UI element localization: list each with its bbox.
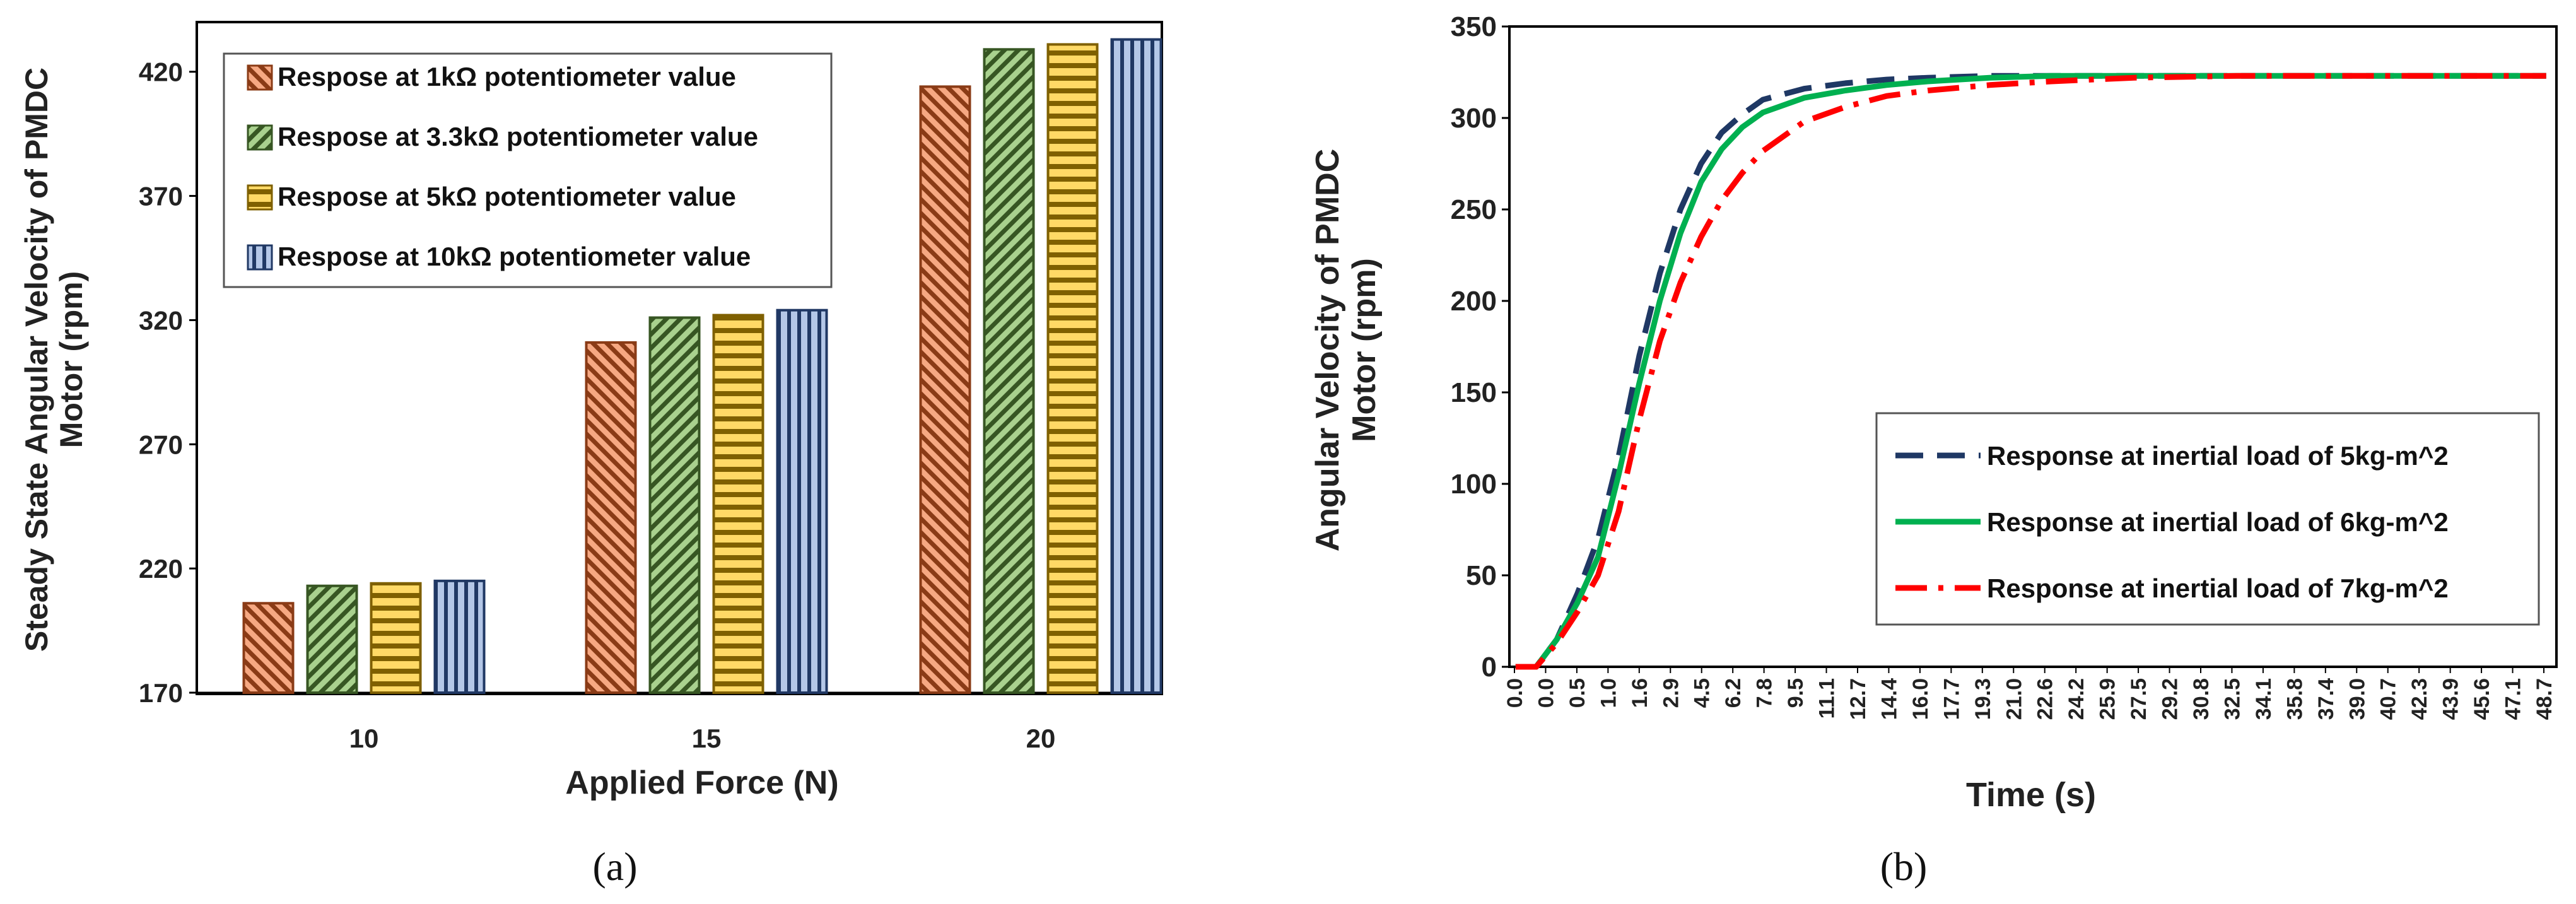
line-x-axis-title: Time (s) [1966, 776, 2096, 814]
line-legend-label: Response at inertial load of 6kg-m^2 [1987, 507, 2449, 537]
line-y-tick-label: 0 [1482, 652, 1497, 683]
bar-s1-20 [919, 85, 971, 694]
line-y-tick-label: 250 [1451, 194, 1497, 225]
line-x-tick-label: 27.5 [2127, 678, 2151, 720]
line-x-tick-label: 12.7 [1846, 678, 1870, 720]
line-x-tick-label: 21.0 [2002, 678, 2026, 720]
bar-s4-10 [433, 579, 486, 694]
line-x-tick-label: 16.0 [1909, 678, 1933, 720]
bar-legend-swatch [247, 124, 273, 151]
line-y-tick-label: 100 [1451, 469, 1497, 500]
bar-x-tick-label: 10 [349, 724, 379, 753]
line-legend-label: Response at inertial load of 7kg-m^2 [1987, 573, 2449, 603]
line-x-tick-label: 39.0 [2345, 678, 2369, 720]
line-x-tick-label: 43.9 [2439, 678, 2463, 720]
line-x-tick-label: 6.2 [1721, 678, 1745, 708]
bar-s1-10 [242, 602, 295, 694]
bar-s3-15 [712, 314, 764, 694]
bar-y-axis-title-line1: Steady State Angular Velocity of PMDC [19, 68, 54, 652]
line-x-tick-label: 14.4 [1877, 678, 1901, 720]
bar-x-tick-label: 20 [1026, 724, 1056, 753]
line-legend: Response at inertial load of 5kg-m^2 Resp… [1875, 412, 2540, 626]
line-x-tick-label: 9.5 [1784, 678, 1808, 708]
bar-s4-15 [776, 308, 828, 694]
bar-s2-10 [306, 584, 358, 694]
line-x-tick-label: 22.6 [2034, 678, 2058, 720]
bar-y-tick-label: 270 [139, 430, 183, 459]
line-x-tick-label: 34.1 [2252, 678, 2276, 720]
line-series-group [1515, 73, 2546, 670]
bar-y-tick-label: 420 [139, 57, 183, 87]
panel-label-a: (a) [592, 844, 637, 889]
bar-s2-20 [983, 48, 1035, 694]
line-x-tick-label: 2.9 [1659, 678, 1683, 708]
bar-legend-box [223, 52, 833, 288]
bar-legend-label: Respose at 5kΩ potentiometer value [278, 182, 736, 211]
line-y-tick-label: 350 [1451, 11, 1497, 42]
bar-legend: Respose at 1kΩ potentiometer value Respos… [223, 52, 833, 288]
line-x-tick-label: 4.5 [1690, 678, 1714, 708]
line-x-axis: 0.0 0.0 0.5 1.0 1.6 2.9 4.5 6.2 7.8 9.5 11.1 12.7 14… [1503, 667, 2556, 720]
line-x-tick-label: 30.8 [2189, 678, 2213, 720]
bar-legend-label: Respose at 3.3kΩ potentiometer value [278, 122, 758, 151]
bar-x-axis-title: Applied Force (N) [565, 765, 838, 801]
line-x-tick-label: 37.4 [2314, 678, 2338, 720]
bar-chart-panel: 170 220 270 320 370 420 10 15 20 Applied Force … [19, 21, 1163, 889]
line-x-tick-label: 0.0 [1534, 678, 1558, 708]
line-y-tick-label: 50 [1466, 560, 1497, 591]
bar-series-group [242, 38, 1162, 695]
bar-y-tick-label: 170 [139, 678, 183, 708]
bar-legend-label: Respose at 1kΩ potentiometer value [278, 62, 736, 91]
line-x-tick-label: 17.7 [1940, 678, 1964, 720]
line-x-tick-label: 32.5 [2220, 678, 2244, 720]
bar-s3-10 [370, 582, 422, 695]
bar-y-axis-title-line2: Motor (rpm) [54, 271, 89, 449]
line-y-tick-label: 300 [1451, 103, 1497, 134]
bar-s1-15 [585, 341, 637, 694]
bar-y-tick-label: 370 [139, 182, 183, 211]
line-series-3 [1515, 73, 2546, 670]
bar-x-tick-label: 15 [692, 724, 722, 753]
line-y-tick-label: 150 [1451, 377, 1497, 408]
line-series-1 [1515, 73, 2546, 670]
bar-y-tick-label: 220 [139, 554, 183, 584]
line-x-tick-label: 0.5 [1566, 678, 1590, 708]
bar-x-axis: 10 15 20 [349, 724, 1056, 753]
line-y-axis-title-line2: Motor (rpm) [1346, 258, 1383, 442]
line-x-tick-label: 29.2 [2158, 678, 2182, 720]
bar-s3-20 [1046, 43, 1099, 694]
line-x-tick-label: 7.8 [1753, 678, 1777, 708]
line-x-tick-label: 1.6 [1628, 678, 1652, 708]
line-x-tick-label: 24.2 [2064, 678, 2088, 720]
bar-s2-15 [648, 316, 701, 695]
line-x-tick-label: 47.1 [2502, 678, 2526, 720]
line-y-axis-title-line1: Angular Velocity of PMDC [1309, 149, 1346, 552]
line-legend-label: Response at inertial load of 5kg-m^2 [1987, 441, 2449, 471]
line-x-tick-label: 40.7 [2377, 678, 2401, 720]
line-x-tick-label: 35.8 [2283, 678, 2307, 720]
line-x-tick-label: 19.3 [1971, 678, 1995, 720]
line-x-tick-label: 48.7 [2532, 678, 2556, 720]
line-legend-box [1875, 412, 2540, 626]
line-x-tick-label: 1.0 [1596, 678, 1620, 708]
line-x-tick-label: 0.0 [1503, 678, 1527, 708]
bar-legend-swatch [247, 244, 273, 271]
bar-legend-swatch [247, 64, 273, 91]
bar-legend-label: Respose at 10kΩ potentiometer value [278, 242, 751, 271]
line-y-axis: 0 50 100 150 200 250 300 350 [1451, 11, 1509, 683]
line-chart-panel: 0 50 100 150 200 250 300 350 0.0 0.0 0.5 1.0 1.6 2.9… [1309, 11, 2558, 889]
line-x-tick-label: 45.6 [2470, 678, 2494, 720]
bar-s4-20 [1110, 38, 1162, 695]
bar-y-tick-label: 320 [139, 305, 183, 335]
line-y-tick-label: 200 [1451, 286, 1497, 317]
line-x-tick-label: 11.1 [1815, 678, 1839, 719]
line-x-tick-label: 25.9 [2096, 678, 2120, 720]
line-x-tick-label: 42.3 [2408, 678, 2432, 720]
bar-legend-swatch [247, 184, 273, 211]
panel-label-b: (b) [1880, 844, 1928, 889]
